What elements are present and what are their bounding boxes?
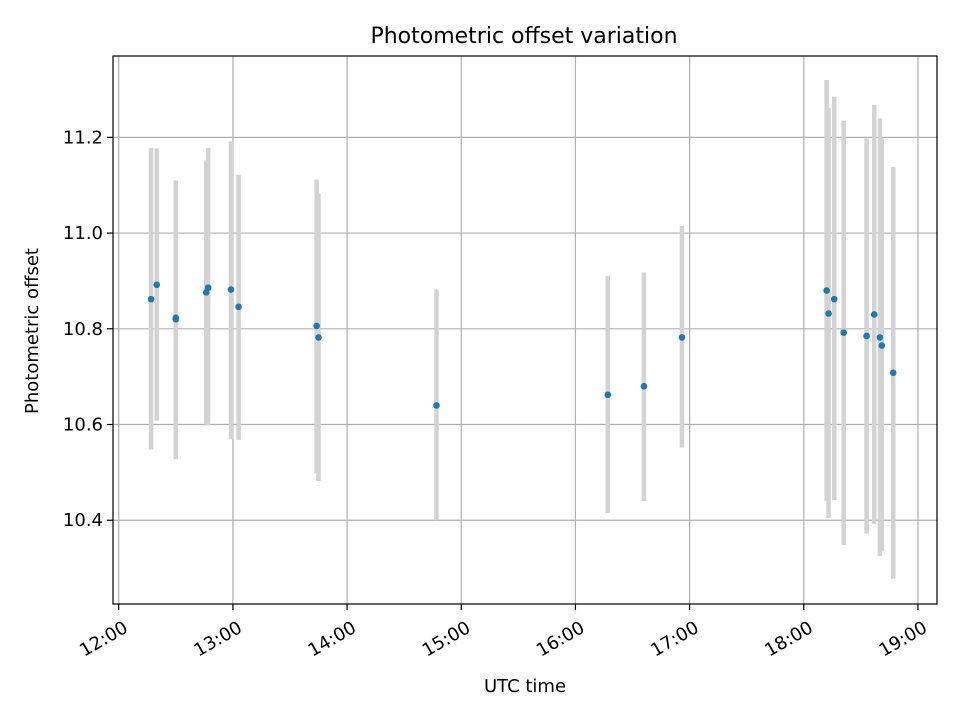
- data-point: [147, 295, 155, 303]
- y-tick-label: 10.4: [63, 510, 103, 531]
- x-tick-label: 17:00: [647, 617, 702, 661]
- data-points: [147, 281, 897, 409]
- data-point: [204, 284, 212, 291]
- x-tick-label: 14:00: [305, 617, 360, 661]
- x-tick-label: 15:00: [419, 617, 474, 661]
- data-point: [878, 342, 886, 349]
- data-point: [315, 334, 322, 341]
- chart-title: Photometric offset variation: [370, 24, 677, 49]
- data-point: [830, 295, 838, 303]
- y-tick-label: 11.2: [63, 127, 103, 148]
- data-point: [840, 329, 848, 336]
- data-point: [235, 303, 242, 311]
- x-tick-label: 19:00: [875, 617, 930, 661]
- x-tick-label: 12:00: [76, 617, 131, 661]
- data-point: [863, 332, 870, 340]
- data-point: [823, 287, 830, 294]
- x-tick-label: 13:00: [190, 617, 245, 661]
- y-tick-label: 10.6: [63, 415, 103, 436]
- data-point: [227, 286, 235, 293]
- y-tick-label: 10.8: [63, 319, 103, 340]
- y-axis-label: Photometric offset: [22, 248, 43, 414]
- x-axis-ticks: 12:00 13:00 14:00 15:00 16:00 17:00 18:00 19:00: [76, 604, 931, 661]
- data-point: [825, 310, 832, 317]
- data-point: [313, 322, 320, 330]
- data-point: [640, 382, 648, 390]
- x-axis-label: UTC time: [484, 676, 566, 697]
- data-point: [678, 334, 686, 341]
- data-point: [153, 281, 161, 289]
- data-point: [889, 369, 897, 377]
- x-tick-label: 18:00: [761, 617, 816, 661]
- y-tick-label: 11.0: [63, 223, 103, 244]
- plot-frame: [112, 55, 938, 605]
- data-point: [870, 311, 878, 318]
- data-point: [172, 314, 180, 322]
- data-point: [876, 334, 884, 341]
- y-axis-ticks: 10.4 10.6 10.8 11.0 11.2: [63, 127, 113, 531]
- data-point: [604, 391, 612, 399]
- x-tick-label: 16:00: [533, 617, 588, 661]
- grid-lines: [113, 56, 937, 604]
- data-point: [433, 402, 440, 409]
